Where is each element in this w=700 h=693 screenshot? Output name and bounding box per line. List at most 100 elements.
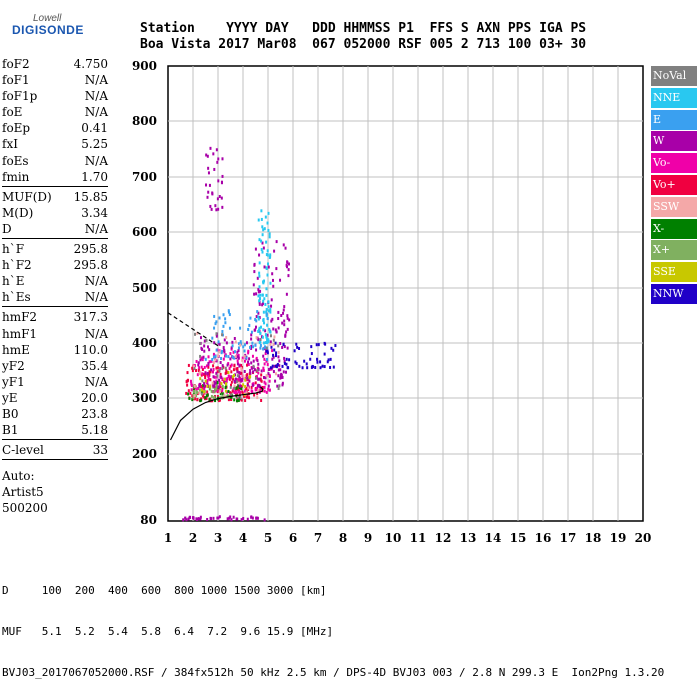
echo-point	[265, 374, 268, 378]
x-tick-label: 6	[289, 531, 297, 545]
echo-point	[198, 388, 201, 392]
echo-point	[272, 370, 275, 374]
echo-point	[266, 262, 269, 266]
echo-point	[256, 359, 259, 363]
echo-point	[235, 380, 238, 384]
echo-point	[226, 370, 229, 374]
echo-point	[250, 515, 253, 519]
echo-point	[239, 378, 242, 382]
echo-point	[286, 346, 289, 350]
echo-point	[281, 345, 284, 349]
echo-point	[238, 364, 241, 368]
param-name: yF1	[2, 374, 25, 389]
echo-point	[204, 379, 207, 383]
y-tick-label: 800	[132, 114, 157, 128]
echo-point	[198, 382, 201, 386]
echo-point	[228, 326, 231, 330]
echo-point	[260, 399, 263, 403]
echo-point	[282, 343, 285, 347]
echo-point	[272, 355, 275, 359]
echo-point	[208, 183, 211, 187]
echo-point	[226, 390, 229, 394]
echo-point	[185, 518, 188, 522]
echo-point	[279, 342, 282, 346]
echo-point	[254, 376, 257, 380]
logo-lowell: Lowell	[33, 13, 62, 24]
echo-point	[257, 311, 260, 315]
echo-point	[263, 279, 266, 283]
echo-point	[272, 353, 275, 357]
echo-point	[217, 207, 220, 211]
echo-point	[267, 305, 270, 309]
echo-point	[268, 256, 271, 260]
echo-point	[287, 262, 290, 266]
param-separator	[2, 306, 108, 308]
echo-point	[285, 357, 288, 361]
echo-point	[195, 359, 198, 363]
param-name: foF1	[2, 73, 30, 88]
echo-point	[262, 299, 265, 303]
y-tick-label: 300	[132, 391, 157, 405]
echo-point	[277, 317, 280, 321]
param-row: hmE 110.0	[2, 342, 108, 358]
footer-file-info: BVJ03_2017067052000.RSF / 384fx512h 50 k…	[2, 666, 665, 679]
echo-point	[243, 349, 246, 353]
echo-point	[265, 390, 268, 394]
param-row: D N/A	[2, 221, 108, 237]
echo-point	[221, 157, 224, 161]
echo-point	[255, 292, 258, 296]
param-row: yE 20.0	[2, 390, 108, 406]
echo-point	[245, 374, 248, 378]
echo-point	[293, 349, 296, 353]
echo-point	[243, 359, 246, 363]
echo-point	[285, 362, 288, 366]
echo-point	[257, 338, 260, 342]
echo-point	[211, 381, 214, 385]
x-tick-label: 11	[410, 531, 427, 545]
echo-point	[262, 354, 265, 358]
echo-point	[254, 388, 257, 392]
echo-point	[191, 366, 194, 370]
echo-point	[310, 365, 313, 369]
echo-point	[224, 389, 227, 393]
echo-point	[267, 338, 270, 342]
param-name: B1	[2, 423, 19, 438]
echo-point	[232, 515, 235, 519]
echo-point	[258, 377, 261, 381]
param-value: 20.0	[81, 390, 108, 405]
echo-point	[204, 396, 207, 400]
echo-point	[190, 382, 193, 386]
echo-point	[276, 384, 279, 388]
echo-point	[193, 394, 196, 398]
param-value: 295.8	[73, 258, 108, 273]
echo-point	[216, 366, 219, 370]
echo-point	[258, 302, 261, 306]
echo-point	[207, 377, 210, 381]
echo-point	[251, 383, 254, 387]
x-tick-label: 16	[535, 531, 552, 545]
y-tick-label: 900	[132, 59, 157, 73]
grid-lines	[168, 66, 643, 521]
echo-point	[240, 371, 243, 375]
echo-point	[243, 354, 246, 358]
echo-point	[251, 516, 254, 520]
echo-point	[200, 365, 203, 369]
echo-point	[265, 266, 268, 270]
echo-point	[220, 356, 223, 360]
echo-point	[203, 344, 206, 348]
echo-point	[242, 383, 245, 387]
echo-point	[244, 385, 247, 389]
echo-point	[199, 515, 202, 519]
echo-point	[267, 228, 270, 232]
echo-point	[274, 364, 277, 368]
echo-point	[271, 272, 274, 276]
echo-point	[215, 332, 218, 336]
echo-point	[197, 361, 200, 365]
echo-point	[265, 312, 268, 316]
echo-point	[215, 379, 218, 383]
echo-point	[222, 313, 225, 317]
echo-point	[206, 517, 209, 521]
echo-point	[250, 333, 253, 337]
echo-point	[221, 364, 224, 368]
param-value: N/A	[84, 274, 108, 289]
